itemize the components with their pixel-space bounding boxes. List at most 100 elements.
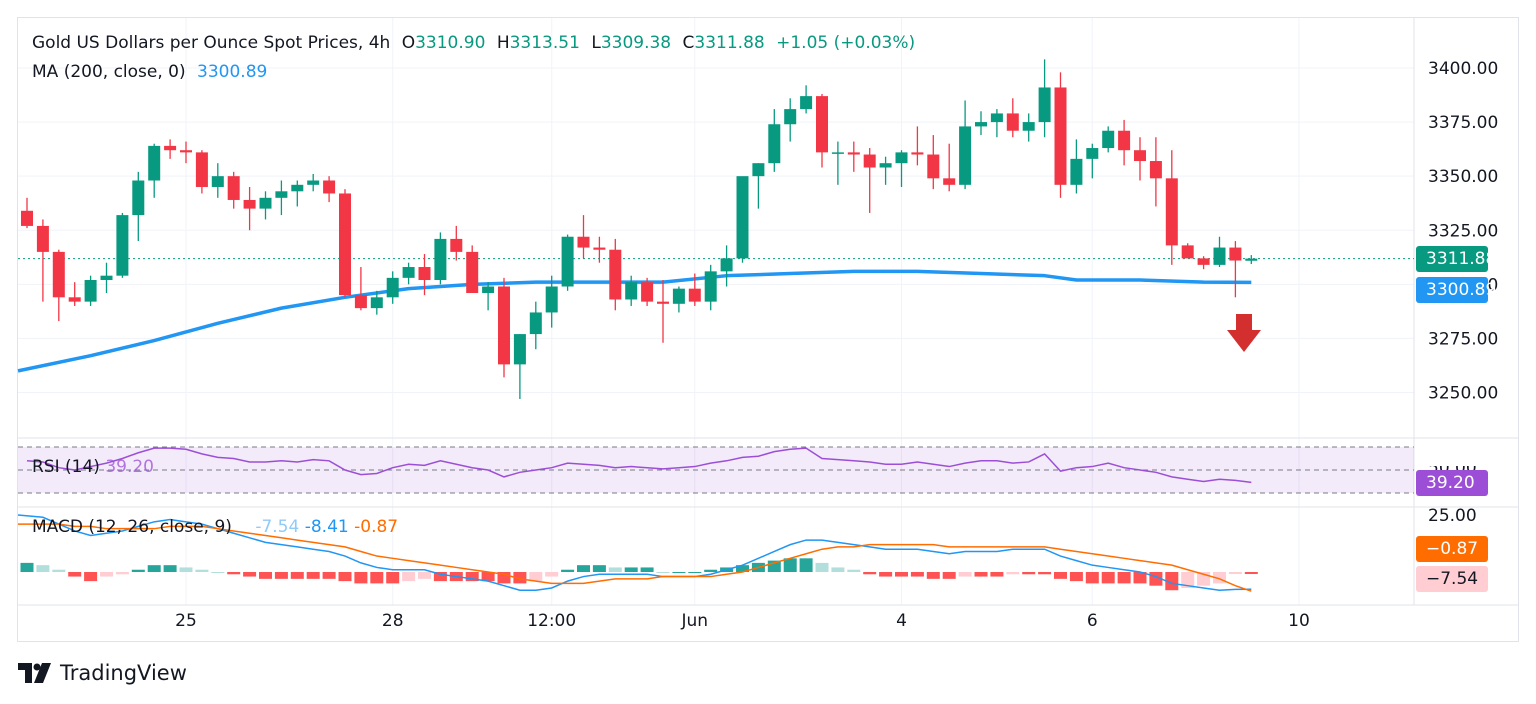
candle-body <box>911 152 924 155</box>
macd-histogram-bar <box>1022 572 1036 575</box>
candle-body <box>1181 245 1194 259</box>
rsi-legend[interactable]: RSI (14) 39.20 <box>32 457 154 477</box>
bearish-arrow-icon <box>1227 314 1261 352</box>
candle-body <box>275 191 288 198</box>
macd-histogram-bar <box>1101 572 1115 584</box>
ma-legend[interactable]: MA (200, close, 0) 3300.89 <box>32 62 273 82</box>
macd-line-tag: −7.54 <box>1416 566 1488 592</box>
macd-histogram-bar <box>20 562 34 572</box>
close-label: C <box>682 33 695 53</box>
candle-body <box>339 193 351 296</box>
x-tick-label: Jun <box>681 611 709 631</box>
candle-body <box>768 124 781 164</box>
tradingview-wordmark: TradingView <box>60 661 187 685</box>
macd-histogram-bar <box>640 567 654 572</box>
macd-histogram-bar <box>243 572 257 577</box>
macd-histogram-bar <box>1038 572 1052 575</box>
candle-body <box>354 295 367 309</box>
rsi-value: 39.20 <box>105 457 154 477</box>
candle-body <box>180 150 192 153</box>
macd-signal-line <box>18 523 1252 592</box>
macd-histogram-bar <box>704 569 718 572</box>
candle-body <box>959 126 972 185</box>
candle-body <box>21 210 33 226</box>
overlay-layer <box>1227 314 1261 352</box>
macd-histogram-bar <box>227 572 241 575</box>
x-tick-label: 12:00 <box>527 611 576 631</box>
candle-body <box>434 238 447 281</box>
macd-histogram-bar <box>68 572 82 577</box>
x-tick-label: 25 <box>175 611 197 631</box>
tradingview-logo[interactable]: TradingView <box>18 658 187 688</box>
macd-histogram-bar <box>895 572 908 577</box>
candle-body <box>211 176 224 187</box>
macd-histogram-bar <box>402 572 416 582</box>
candle-body <box>657 301 669 304</box>
macd-histogram-bar <box>513 572 527 584</box>
candle-body <box>895 152 908 164</box>
macd-histogram-bar <box>100 572 113 577</box>
macd-histogram-bar <box>433 572 447 582</box>
candle-body <box>195 152 208 187</box>
macd-histogram-bar <box>1069 572 1083 582</box>
candle-body <box>879 163 892 168</box>
macd-histogram-bar <box>290 572 304 579</box>
candle-body <box>100 275 113 281</box>
candle-body <box>1197 258 1210 265</box>
low-label: L <box>591 33 601 53</box>
macd-histogram-bar <box>879 572 893 577</box>
y-tick-label: 3375.00 <box>1428 113 1498 133</box>
macd-histogram-bar <box>52 569 66 572</box>
symbol-title[interactable]: Gold US Dollars per Ounce Spot Prices, 4… <box>32 33 391 53</box>
macd-histogram-bar <box>195 569 209 572</box>
ma-label: MA (200, close, 0) <box>32 62 186 82</box>
x-tick-label: 6 <box>1087 611 1098 631</box>
macd-histogram-bar <box>942 572 956 579</box>
candle-body <box>593 247 606 250</box>
ma-value: 3300.89 <box>197 62 268 82</box>
macd-histogram-bar <box>274 572 288 579</box>
macd-histogram-bar <box>1133 572 1147 584</box>
macd-histogram-bar <box>418 572 431 579</box>
candle-body <box>641 282 654 302</box>
macd-histogram-bar <box>131 569 145 572</box>
macd-histogram-bar <box>1244 572 1258 574</box>
candle-body <box>720 258 733 272</box>
candle-body <box>672 288 685 304</box>
y-tick-label: 3325.00 <box>1428 221 1498 241</box>
candle-body <box>1213 247 1226 265</box>
candle-body <box>323 180 336 194</box>
candle-body <box>418 267 431 281</box>
candle-body <box>52 251 65 298</box>
candle-body <box>1134 150 1146 162</box>
candle-body <box>975 122 987 127</box>
candle-body <box>227 176 240 200</box>
candle-body <box>1070 158 1083 185</box>
macd-legend[interactable]: MACD (12, 26, close, 9) -7.54 -8.41 -0.8… <box>32 517 398 537</box>
open-label: O <box>401 33 416 53</box>
candle-body <box>68 297 81 302</box>
x-tick-label: 10 <box>1288 611 1310 631</box>
candle-body <box>688 288 701 302</box>
macd-histogram-bar <box>497 572 511 584</box>
candle-body <box>927 154 940 179</box>
candle-body <box>291 184 304 192</box>
macd-histogram-bar <box>1228 572 1242 574</box>
macd-histogram-bar <box>306 572 320 579</box>
macd-layer <box>17 514 1258 592</box>
candle-body <box>1022 122 1035 131</box>
macd-line-value: -7.54 <box>255 517 300 537</box>
macd-histogram-bar <box>847 569 861 572</box>
candle-body <box>307 180 320 185</box>
candle-body <box>816 96 828 153</box>
macd-histogram-bar <box>147 565 161 572</box>
macd-histogram-bar <box>736 565 749 572</box>
high-label: H <box>496 33 510 53</box>
candle-body <box>1149 161 1162 179</box>
macd-histogram-bar <box>211 572 225 573</box>
candle-body <box>831 152 844 154</box>
candle-body <box>482 286 495 293</box>
macd-histogram-bar <box>259 572 272 579</box>
candle-body <box>513 334 526 365</box>
